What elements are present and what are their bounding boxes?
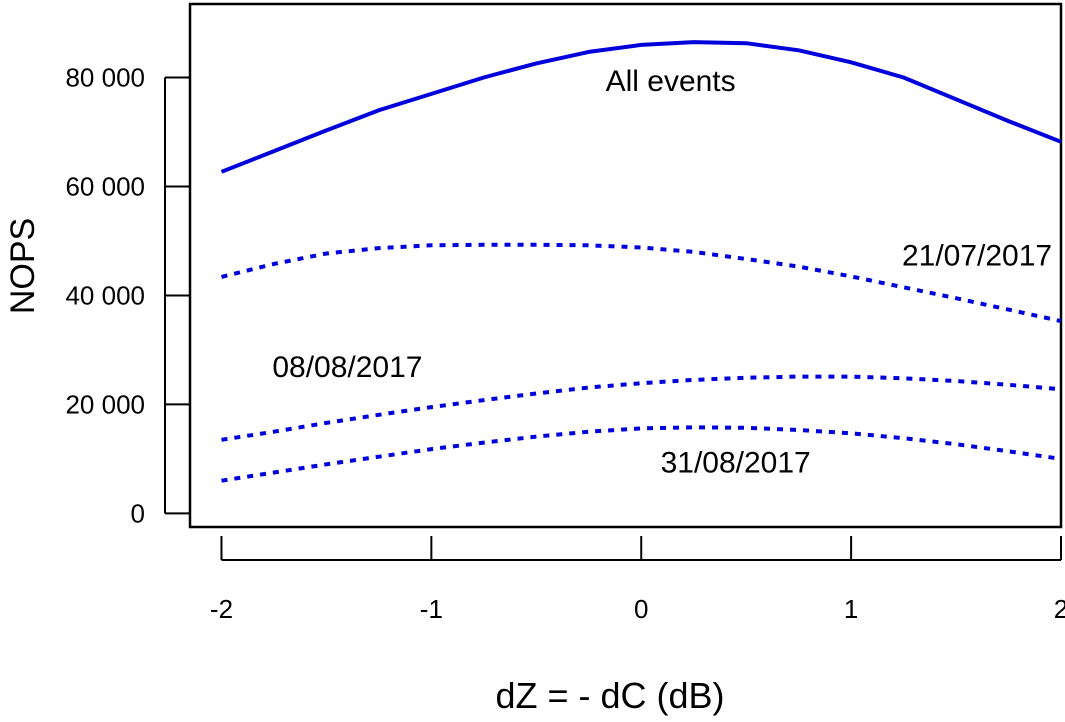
y-tick-label: 20 000 <box>65 389 145 419</box>
series-annotation: 21/07/2017 <box>902 240 1052 273</box>
y-axis-title: NOPS <box>4 218 42 314</box>
series-line-4 <box>221 425 1062 483</box>
y-axis: 0 20 000 40 000 60 000 80 000 <box>65 63 189 528</box>
y-tick-label: 0 <box>131 498 145 528</box>
y-tick-label: 40 000 <box>65 280 145 310</box>
series-annotation: 08/08/2017 <box>272 351 422 384</box>
y-tick-label: 80 000 <box>65 63 145 93</box>
series-layer <box>220 40 1062 483</box>
x-tick-label: 2 <box>1054 594 1065 624</box>
x-axis-title: dZ = - dC (dB) <box>495 675 724 716</box>
x-axis: -2 -1 0 1 2 <box>210 536 1065 624</box>
plot-frame <box>188 2 1063 529</box>
series-line-2 <box>221 242 1062 324</box>
x-tick-label: -1 <box>420 594 443 624</box>
y-tick-label: 60 000 <box>65 172 145 202</box>
series-line-1 <box>220 40 1062 174</box>
x-tick-label: 0 <box>634 594 648 624</box>
series-annotation: 31/08/2017 <box>661 447 811 480</box>
series-line-3 <box>221 374 1062 442</box>
x-tick-label: -2 <box>210 594 233 624</box>
annotation-layer: All events 21/07/2017 08/08/2017 31/08/2017 <box>272 65 1052 479</box>
series-annotation: All events <box>606 65 736 98</box>
x-tick-label: 1 <box>844 594 858 624</box>
